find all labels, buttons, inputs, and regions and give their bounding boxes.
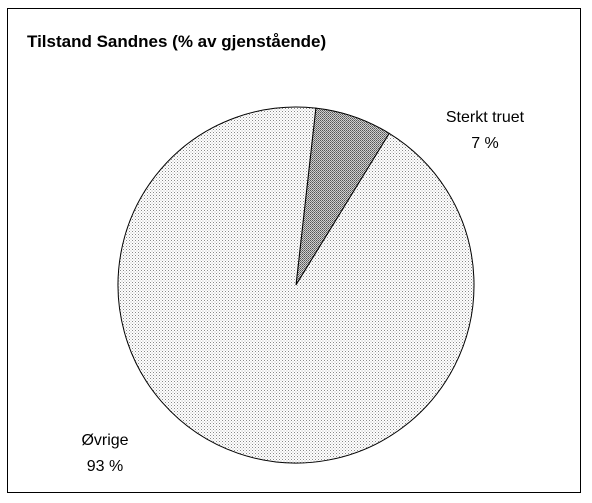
slice-name-label: Sterkt truet — [446, 109, 525, 126]
slice-name-label: Øvrige — [81, 432, 128, 449]
pie-labels: Sterkt truet 7 % Øvrige 93 % — [81, 109, 524, 475]
pie-slice-ovrige — [117, 106, 475, 464]
slice-value-label: 7 % — [471, 135, 499, 152]
slice-value-label: 93 % — [87, 458, 123, 475]
chart-title: Tilstand Sandnes (% av gjenstående) — [27, 32, 327, 51]
pie-slices — [117, 106, 475, 464]
